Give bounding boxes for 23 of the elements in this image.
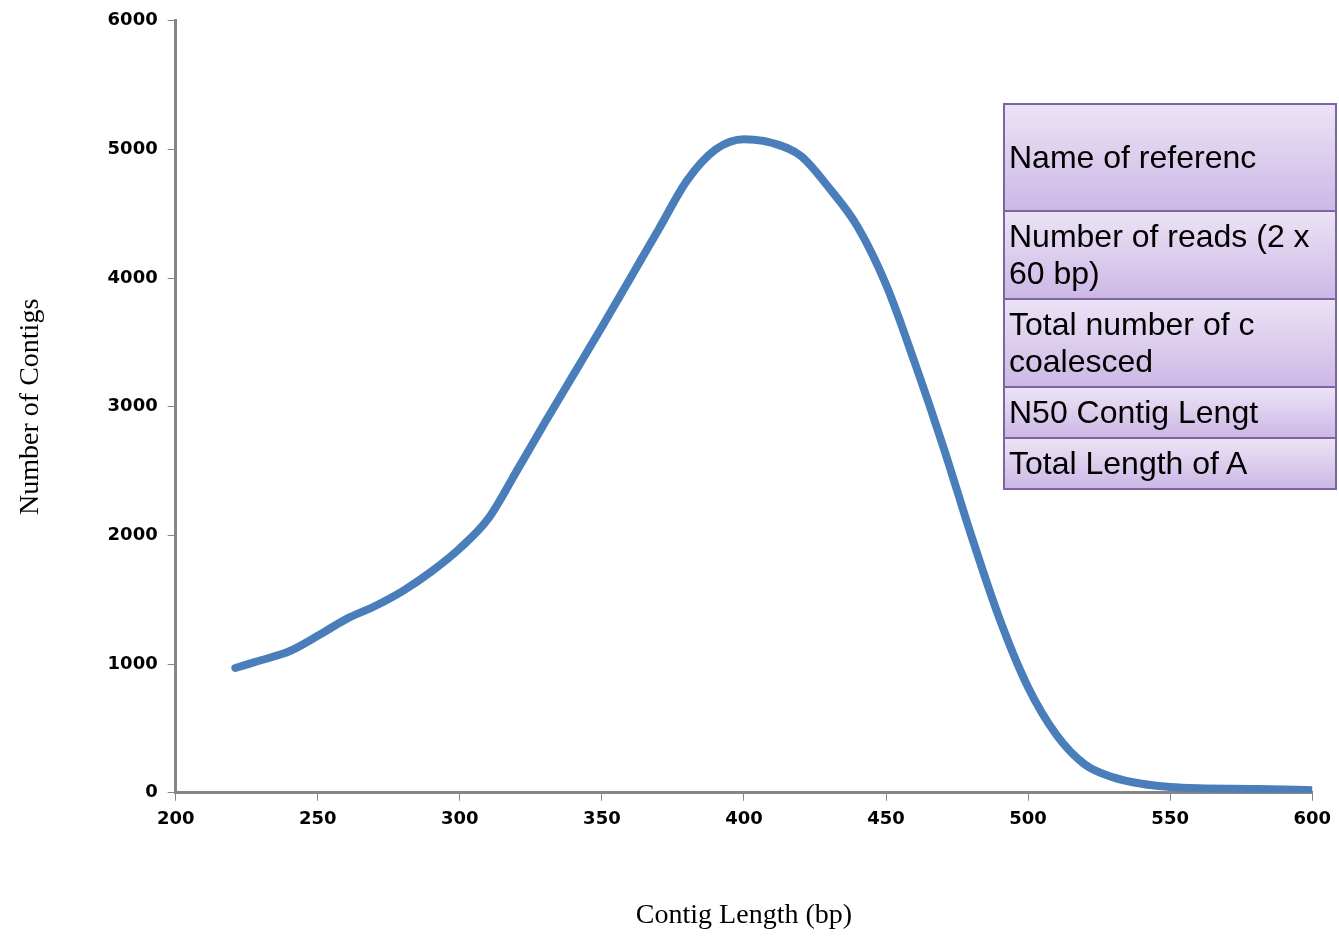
y-tick-label: 6000 xyxy=(107,8,158,30)
y-tick-label: 2000 xyxy=(107,523,158,545)
x-tick-label: 300 xyxy=(441,807,479,829)
y-tick-label: 3000 xyxy=(107,394,158,416)
x-tick-label: 450 xyxy=(867,807,905,829)
annotation: Number of reads (2 x 60 bp) xyxy=(1005,210,1335,298)
annotation: N50 Contig Lengt xyxy=(1005,386,1335,437)
y-axis-title: Number of Contigs xyxy=(13,298,45,515)
x-tick-label: 350 xyxy=(583,807,621,829)
y-tick-label: 4000 xyxy=(107,265,158,287)
x-tick-label: 250 xyxy=(298,807,337,829)
annotation: Name of referenc xyxy=(1005,105,1335,210)
annotation: Total number of c coalesced xyxy=(1005,298,1335,386)
x-tick-label: 550 xyxy=(1151,807,1189,829)
x-tick-label: 400 xyxy=(725,807,763,829)
annotation: Total Length of A xyxy=(1005,437,1335,488)
x-tick-label: 500 xyxy=(1009,807,1047,829)
x-tick-label: 200 xyxy=(156,807,195,829)
y-tick-label: 5000 xyxy=(107,137,158,159)
x-tick-label: 600 xyxy=(1293,807,1331,829)
y-tick-label: 1000 xyxy=(107,651,158,673)
x-axis-title: Contig Length (bp) xyxy=(635,897,853,929)
y-tick-label: 0 xyxy=(145,780,158,802)
